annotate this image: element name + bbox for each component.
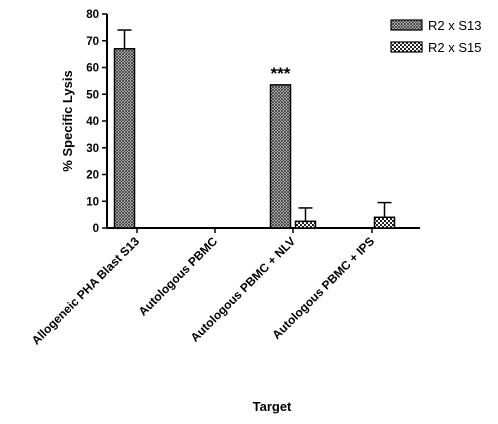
y-tick-label: 60: [86, 63, 99, 75]
bar: [373, 216, 396, 229]
category-label: Autologous PBMC: [136, 234, 221, 319]
legend-label: R2 x S13: [428, 18, 481, 33]
significance-annotation: ***: [271, 64, 291, 83]
y-tick-label: 40: [86, 116, 99, 128]
y-tick-label: 0: [93, 223, 99, 235]
axes: [102, 13, 420, 233]
labels: 0 10 20 30 40 50 60 70 80 *** Allogeneic PHA Blast…: [29, 9, 377, 414]
bars: [113, 29, 396, 229]
bar: [113, 48, 136, 229]
y-tick-label: 70: [86, 36, 99, 48]
category-label: Allogeneic PHA Blast S13: [29, 234, 143, 348]
legend-swatch: [390, 41, 423, 53]
bar: [269, 84, 292, 229]
y-tick-label: 10: [86, 196, 99, 208]
y-tick-label: 20: [86, 170, 99, 182]
y-tick-label: 80: [86, 9, 99, 21]
legend-swatch: [390, 19, 423, 31]
bar: [294, 220, 317, 229]
legend: R2 x S13 R2 x S15: [390, 18, 481, 55]
y-tick-label: 50: [86, 89, 99, 101]
y-axis-title: % Specific Lysis: [60, 70, 75, 171]
legend-label: R2 x S15: [428, 40, 481, 55]
x-axis-title: Target: [253, 399, 292, 414]
y-tick-label: 30: [86, 143, 99, 155]
